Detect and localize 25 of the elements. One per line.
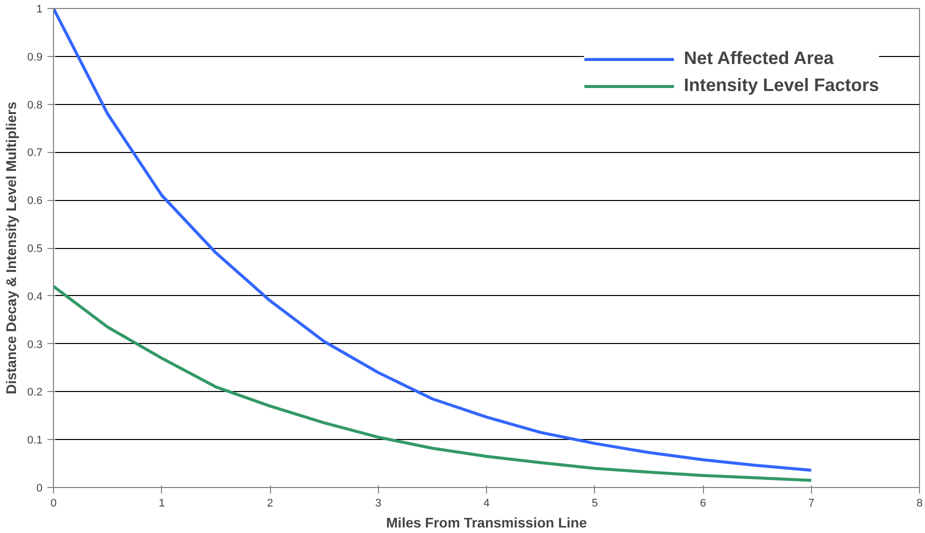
y-tick-label: 0.5: [27, 243, 43, 255]
y-tick-label: 0.1: [27, 434, 43, 447]
y-tick-label: 0.6: [27, 195, 43, 208]
y-tick-label: 0.4: [27, 290, 43, 303]
legend-label: Net Affected Area: [684, 48, 834, 69]
x-tick-label: 4: [483, 498, 490, 510]
y-tick-label: 1: [36, 4, 43, 16]
y-axis-title: Distance Decay & Intensity Level Multipliers: [3, 102, 20, 394]
y-tick-label: 0.7: [27, 147, 43, 160]
y-tick-label: 0.9: [27, 51, 43, 64]
x-tick-label: 7: [808, 498, 814, 510]
y-tick-label: 0.8: [27, 99, 43, 112]
x-tick-label: 6: [700, 498, 706, 510]
x-tick-label: 5: [592, 498, 598, 510]
legend-label: Intensity Level Factors: [684, 75, 879, 96]
x-axis-title: Miles From Transmission Line: [386, 514, 588, 530]
y-tick-label: 0: [36, 482, 43, 494]
line-series: [54, 284, 813, 482]
x-tick-label: 3: [375, 498, 382, 510]
x-tick-label: 8: [916, 498, 923, 510]
y-tick-label: 0.2: [27, 386, 43, 399]
x-tick-label: 0: [50, 498, 57, 510]
y-tick-label: 0.3: [27, 338, 43, 351]
x-tick-label: 2: [266, 498, 274, 510]
x-tick-label: 1: [158, 498, 165, 510]
